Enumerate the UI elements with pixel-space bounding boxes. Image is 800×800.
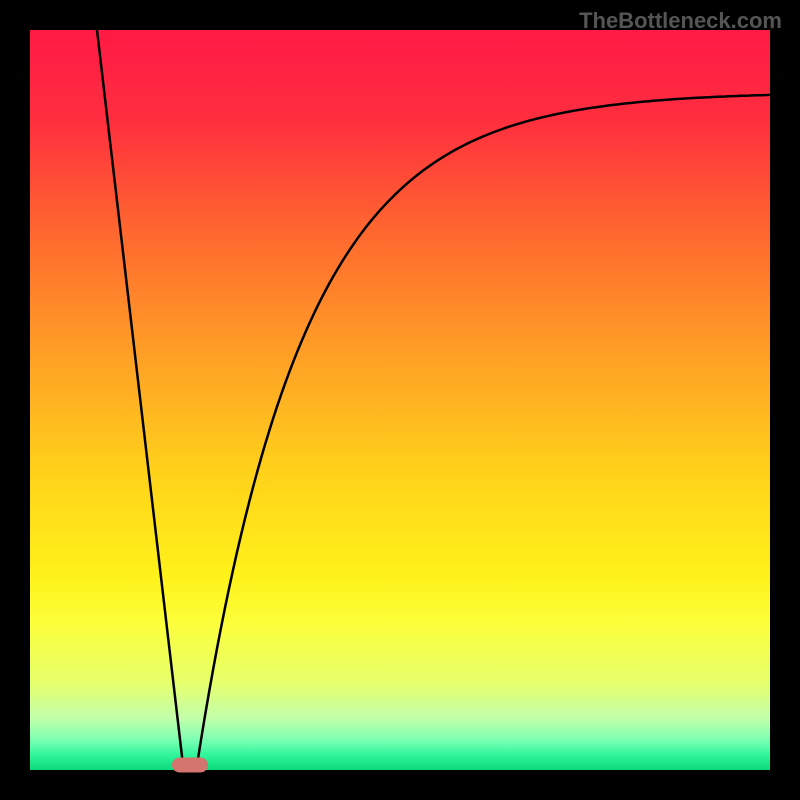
bottleneck-marker — [172, 758, 208, 773]
chart-container: TheBottleneck.com — [0, 0, 800, 800]
bottleneck-curve-svg — [30, 30, 770, 770]
watermark: TheBottleneck.com — [579, 8, 782, 34]
plot-area — [30, 30, 770, 770]
